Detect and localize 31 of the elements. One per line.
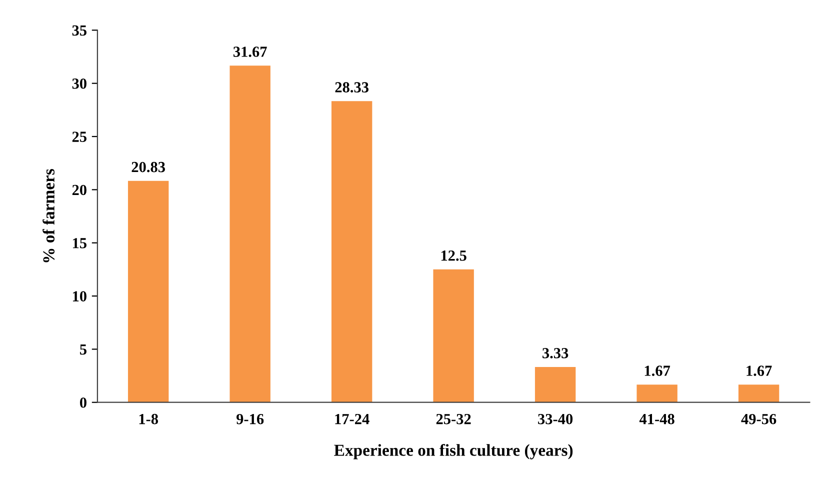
x-tick-label: 49-56 <box>741 414 776 424</box>
y-tick-label: 20 <box>72 184 86 196</box>
y-tick-label: 0 <box>80 398 86 408</box>
x-tick-label: 9-16 <box>236 414 264 424</box>
data-label: 3.33 <box>542 348 568 358</box>
y-tick-label: 35 <box>72 25 86 36</box>
y-tick-label: 25 <box>72 132 86 142</box>
y-axis-title: % of farmers <box>42 169 55 262</box>
bar <box>433 269 474 402</box>
y-tick-label: 10 <box>72 291 86 302</box>
bar <box>636 384 678 402</box>
bar <box>128 180 169 402</box>
y-tick-label: 5 <box>80 344 86 355</box>
y-tick-label: 15 <box>72 238 86 248</box>
data-label: 12.5 <box>441 250 466 261</box>
data-label: 1.67 <box>644 366 670 376</box>
x-tick-label: 41-48 <box>639 414 674 424</box>
x-tick-label: 25-32 <box>436 414 471 424</box>
data-label: 28.33 <box>335 82 368 93</box>
bar <box>738 384 780 402</box>
x-tick-label: 33-40 <box>538 414 573 424</box>
bar <box>534 366 576 402</box>
bar <box>331 101 372 402</box>
y-tick-label: 30 <box>72 78 86 89</box>
x-tick-label: 1-8 <box>139 414 158 424</box>
data-label: 31.67 <box>233 46 267 57</box>
data-label: 1.67 <box>746 366 772 376</box>
bar <box>230 66 270 402</box>
x-axis-title: Experience on fish culture (years) <box>334 444 573 460</box>
x-tick-label: 17-24 <box>335 414 370 424</box>
data-label: 20.83 <box>132 162 165 172</box>
